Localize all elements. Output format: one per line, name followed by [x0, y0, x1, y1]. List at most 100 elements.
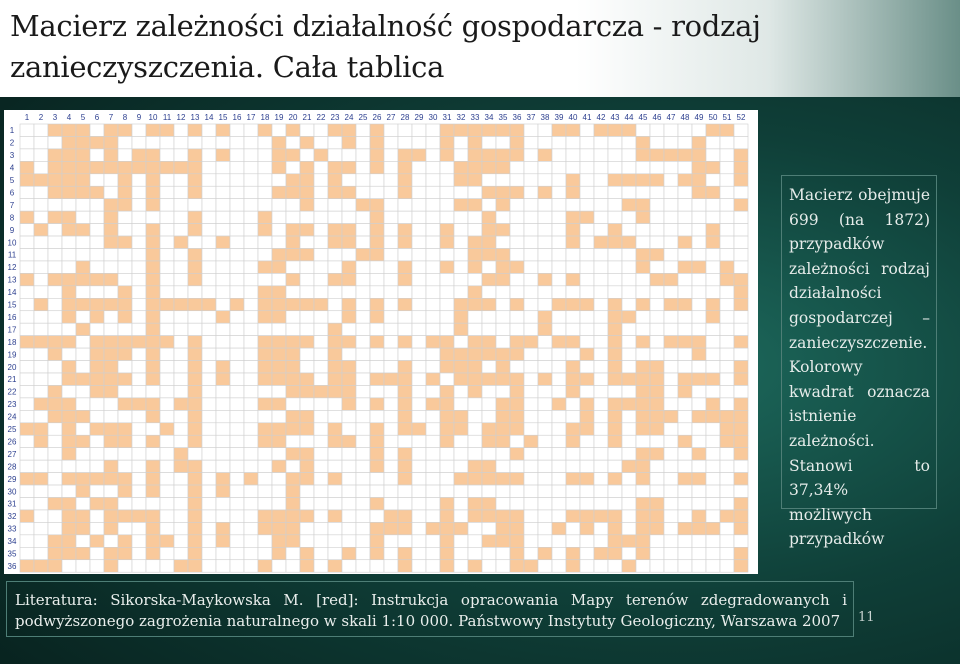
matrix-cell-empty	[453, 223, 469, 237]
matrix-cell-filled	[285, 522, 301, 536]
matrix-cell-filled	[285, 360, 301, 374]
matrix-cell-filled	[607, 298, 623, 312]
matrix-cell-empty	[33, 347, 49, 361]
matrix-cell-empty	[75, 248, 91, 262]
matrix-cell-filled	[677, 372, 693, 386]
matrix-cell-empty	[691, 559, 707, 573]
matrix-cell-filled	[453, 372, 469, 386]
matrix-cell-empty	[481, 484, 497, 498]
matrix-cell-empty	[159, 385, 175, 399]
matrix-cell-empty	[579, 123, 595, 137]
matrix-cell-empty	[663, 198, 679, 212]
matrix-cell-empty	[299, 123, 315, 137]
matrix-cell-empty	[537, 559, 553, 573]
matrix-cell-filled	[173, 161, 189, 175]
matrix-cell-empty	[313, 335, 329, 349]
matrix-cell-filled	[439, 235, 455, 249]
matrix-cell-empty	[47, 198, 63, 212]
matrix-cell-filled	[383, 372, 399, 386]
matrix-cell-filled	[145, 235, 161, 249]
matrix-cell-empty	[243, 459, 259, 473]
matrix-cell-filled	[33, 335, 49, 349]
matrix-cell-empty	[341, 447, 357, 461]
matrix-cell-empty	[243, 136, 259, 150]
matrix-cell-empty	[313, 422, 329, 436]
matrix-cell-filled	[397, 335, 413, 349]
matrix-cell-empty	[159, 509, 175, 523]
matrix-cell-filled	[285, 422, 301, 436]
matrix-cell-empty	[117, 497, 133, 511]
matrix-cell-filled	[565, 235, 581, 249]
matrix-cell-empty	[677, 185, 693, 199]
matrix-cell-empty	[201, 434, 217, 448]
matrix-cell-filled	[593, 546, 609, 561]
matrix-cell-empty	[117, 559, 133, 573]
matrix-cell-empty	[33, 497, 49, 511]
matrix-cell-filled	[341, 123, 357, 137]
matrix-cell-filled	[677, 385, 693, 399]
matrix-cell-empty	[131, 198, 147, 212]
matrix-cell-empty	[201, 173, 217, 187]
matrix-cell-empty	[19, 322, 35, 336]
matrix-cell-filled	[495, 422, 511, 436]
matrix-cell-filled	[145, 534, 161, 548]
matrix-cell-empty	[425, 322, 441, 336]
matrix-cell-filled	[691, 335, 707, 349]
matrix-cell-empty	[19, 136, 35, 150]
matrix-cell-empty	[565, 459, 581, 473]
matrix-cell-empty	[523, 260, 539, 274]
matrix-cell-empty	[341, 248, 357, 262]
matrix-cell-empty	[383, 434, 399, 448]
matrix-cell-filled	[257, 360, 273, 374]
matrix-cell-empty	[47, 360, 63, 374]
matrix-cell-empty	[649, 322, 665, 336]
matrix-cell-filled	[33, 223, 49, 237]
matrix-cell-empty	[495, 298, 511, 312]
matrix-cell-empty	[201, 447, 217, 461]
matrix-cell-filled	[621, 397, 637, 411]
matrix-cell-empty	[299, 210, 315, 224]
matrix-cell-filled	[187, 185, 203, 199]
matrix-cell-filled	[61, 335, 77, 349]
matrix-cell-empty	[117, 360, 133, 374]
matrix-cell-filled	[481, 148, 497, 162]
matrix-cell-empty	[229, 397, 245, 411]
matrix-cell-empty	[663, 235, 679, 249]
matrix-cell-empty	[19, 148, 35, 162]
matrix-cell-empty	[313, 372, 329, 386]
matrix-cell-empty	[439, 173, 455, 187]
matrix-cell-filled	[103, 459, 119, 473]
matrix-cell-empty	[19, 447, 35, 461]
matrix-cell-empty	[607, 459, 623, 473]
matrix-cell-empty	[411, 223, 427, 237]
matrix-cell-empty	[131, 273, 147, 287]
matrix-cell-empty	[117, 273, 133, 287]
matrix-cell-empty	[341, 472, 357, 486]
matrix-cell-filled	[663, 335, 679, 349]
matrix-cell-filled	[439, 136, 455, 150]
matrix-cell-filled	[537, 185, 553, 199]
matrix-cell-empty	[383, 148, 399, 162]
row-label: 18	[8, 338, 17, 347]
matrix-cell-empty	[229, 210, 245, 224]
matrix-cell-filled	[173, 298, 189, 312]
matrix-cell-filled	[649, 148, 665, 162]
matrix-cell-filled	[719, 434, 735, 448]
matrix-cell-empty	[649, 472, 665, 486]
matrix-cell-empty	[341, 210, 357, 224]
matrix-cell-empty	[551, 559, 567, 573]
matrix-cell-filled	[467, 509, 483, 523]
matrix-cell-empty	[285, 397, 301, 411]
matrix-cell-empty	[271, 198, 287, 212]
matrix-cell-empty	[593, 335, 609, 349]
matrix-cell-empty	[33, 210, 49, 224]
matrix-cell-filled	[145, 434, 161, 448]
matrix-cell-empty	[719, 335, 735, 349]
matrix-cell-empty	[523, 248, 539, 262]
matrix-cell-empty	[299, 347, 315, 361]
row-label: 7	[10, 201, 15, 210]
matrix-cell-empty	[425, 210, 441, 224]
matrix-cell-filled	[89, 472, 105, 486]
matrix-cell-empty	[663, 509, 679, 523]
matrix-cell-filled	[103, 497, 119, 511]
